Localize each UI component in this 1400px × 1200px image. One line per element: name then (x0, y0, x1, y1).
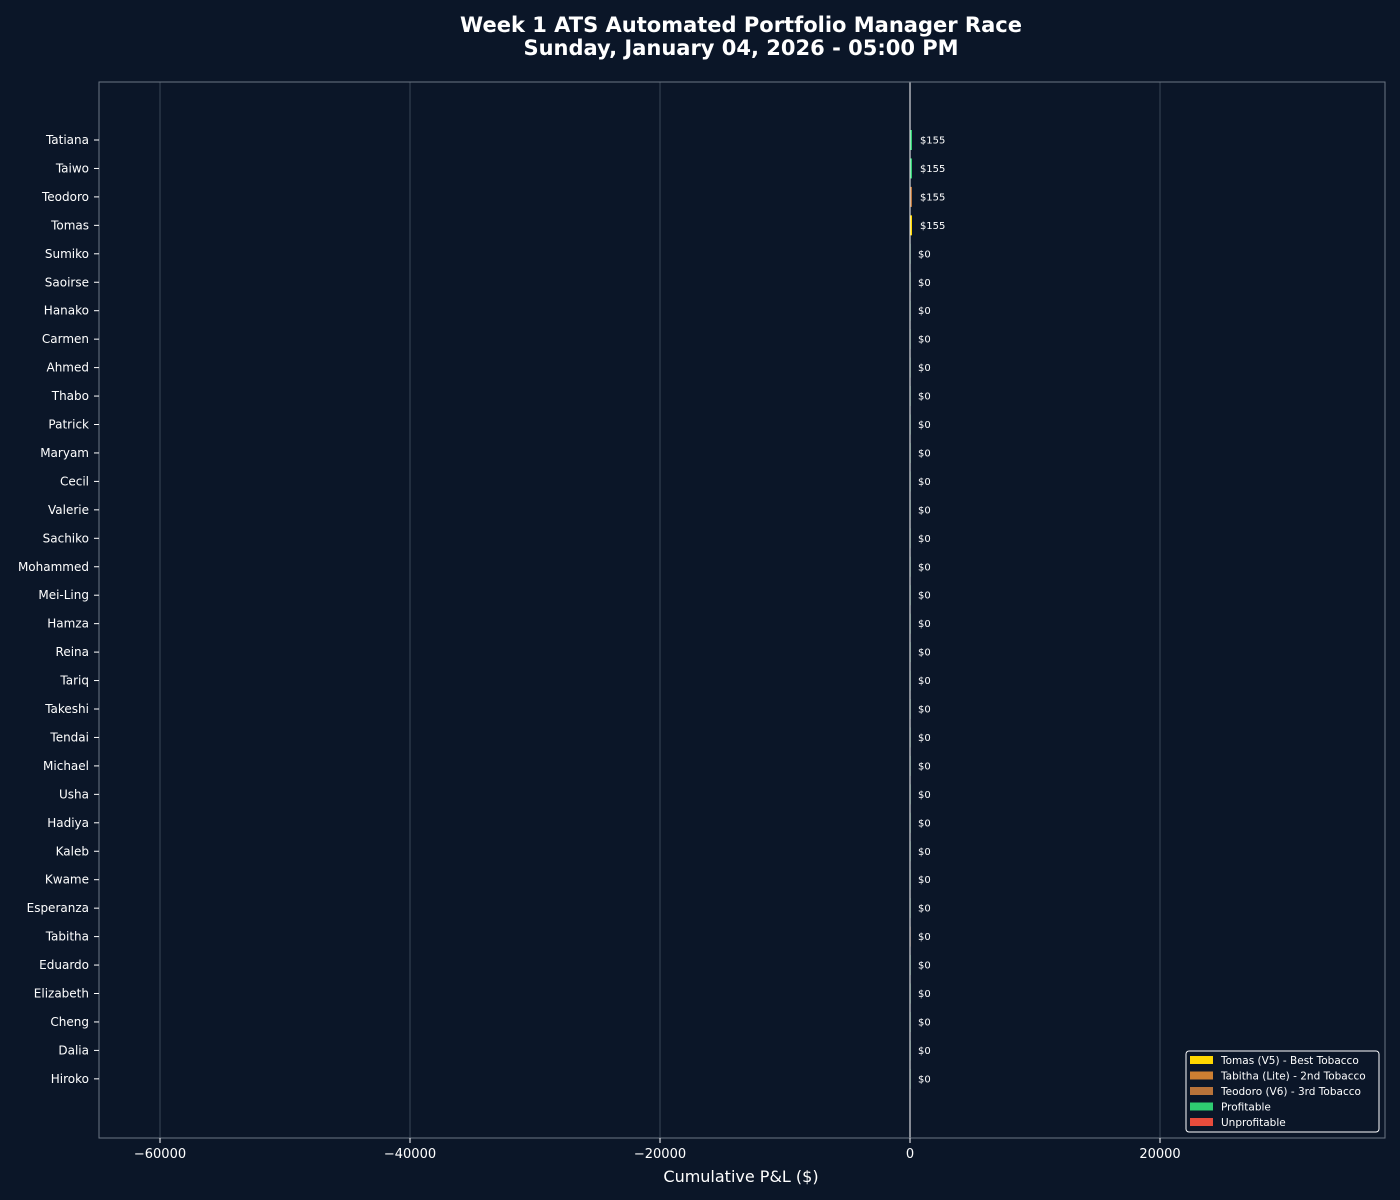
value-label-kaleb: $0 (918, 847, 931, 858)
value-label-eduardo: $0 (918, 961, 931, 972)
value-label-tariq: $0 (918, 676, 931, 687)
value-label-tabitha: $0 (918, 932, 931, 943)
y-label-kwame: Kwame (45, 873, 89, 887)
y-label-kaleb: Kaleb (56, 844, 89, 858)
legend-swatch-4 (1190, 1118, 1213, 1126)
value-label-hadiya: $0 (918, 818, 931, 829)
y-label-ahmed: Ahmed (46, 361, 89, 375)
legend-swatch-3 (1190, 1102, 1213, 1111)
value-label-elizabeth: $0 (918, 989, 931, 1000)
bar-tomas (910, 215, 912, 236)
chart-title: Week 1 ATS Automated Portfolio Manager R… (460, 13, 1022, 37)
value-label-patrick: $0 (918, 420, 931, 431)
y-label-sachiko: Sachiko (43, 531, 89, 545)
legend-box (1185, 1050, 1380, 1133)
y-label-tomas: Tomas (50, 218, 89, 232)
value-label-kwame: $0 (918, 875, 931, 886)
y-label-maryam: Maryam (40, 446, 89, 460)
legend-label-2: Teodoro (V6) - 3rd Tobacco (1220, 1086, 1361, 1098)
bar-teodoro (910, 186, 912, 207)
y-label-patrick: Patrick (48, 418, 89, 432)
value-label-teodoro: $155 (920, 192, 945, 203)
y-label-hiroko: Hiroko (51, 1072, 89, 1086)
value-label-thabo: $0 (918, 392, 931, 403)
y-label-elizabeth: Elizabeth (34, 987, 89, 1001)
y-label-thabo: Thabo (51, 389, 89, 403)
y-label-hadiya: Hadiya (47, 816, 89, 830)
bar-tatiana (910, 130, 912, 150)
y-label-valerie: Valerie (48, 503, 89, 517)
y-label-eduardo: Eduardo (39, 958, 89, 972)
plot-frame (98, 81, 1386, 1139)
x-tick-label: −20000 (634, 1147, 686, 1162)
chart-subtitle: Sunday, January 04, 2026 - 05:00 PM (523, 36, 958, 60)
legend-label-4: Unprofitable (1221, 1117, 1286, 1129)
value-label-usha: $0 (918, 790, 931, 801)
x-tick-label: −60000 (134, 1147, 186, 1162)
value-label-esperanza: $0 (918, 904, 931, 915)
legend-label-1: Tabitha (Lite) - 2nd Tobacco (1220, 1071, 1366, 1083)
value-label-tatiana: $155 (920, 136, 945, 147)
y-label-cheng: Cheng (50, 1015, 89, 1029)
value-label-hamza: $0 (918, 619, 931, 630)
y-label-saoirse: Saoirse (45, 275, 89, 289)
y-label-esperanza: Esperanza (27, 901, 89, 915)
y-label-hamza: Hamza (47, 617, 89, 631)
value-label-hiroko: $0 (918, 1074, 931, 1085)
x-tick-label: 20000 (1139, 1147, 1180, 1162)
value-label-taiwo: $155 (920, 164, 945, 175)
x-axis-title: Cumulative P&L ($) (663, 1167, 818, 1186)
y-label-cecil: Cecil (60, 474, 89, 488)
value-label-tendai: $0 (918, 733, 931, 744)
value-labels: $155 $155 $155 $155 $0 $0 $0 $0 $0 $0 $0 $0 $0 $0 $0 $0… (918, 136, 945, 1086)
value-label-reina: $0 (918, 648, 931, 659)
value-label-mohammed: $0 (918, 562, 931, 573)
y-label-tendai: Tendai (49, 730, 89, 744)
legend-swatch-1 (1190, 1071, 1213, 1080)
value-label-mei-ling: $0 (918, 591, 931, 602)
value-label-saoirse: $0 (918, 278, 931, 289)
y-axis-labels: Tatiana Taiwo Teodoro Tomas Sumiko Saoirse Han… (18, 133, 99, 1086)
y-label-dalia: Dalia (58, 1043, 89, 1057)
y-label-takeshi: Takeshi (44, 702, 89, 716)
y-label-sumiko: Sumiko (45, 247, 89, 261)
y-label-carmen: Carmen (42, 332, 89, 346)
y-label-taiwo: Taiwo (55, 161, 89, 175)
bar-taiwo (910, 158, 912, 179)
value-label-tomas: $155 (920, 221, 945, 232)
y-label-tatiana: Tatiana (45, 133, 89, 147)
value-label-dalia: $0 (918, 1046, 931, 1057)
y-label-michael: Michael (43, 759, 89, 773)
y-label-mohammed: Mohammed (18, 560, 89, 574)
value-label-maryam: $0 (918, 448, 931, 459)
y-label-tabitha: Tabitha (45, 930, 89, 944)
legend-label-0: Tomas (V5) - Best Tobacco (1220, 1055, 1359, 1067)
value-label-michael: $0 (918, 761, 931, 772)
legend-swatch-0 (1190, 1056, 1213, 1064)
y-label-hanako: Hanako (44, 304, 89, 318)
grid-lines (159, 82, 1161, 1138)
y-label-mei-ling: Mei-Ling (38, 588, 89, 602)
legend-swatch-2 (1190, 1087, 1213, 1095)
value-label-carmen: $0 (918, 335, 931, 346)
value-label-ahmed: $0 (918, 363, 931, 374)
legend-label-3: Profitable (1221, 1102, 1271, 1114)
value-label-cecil: $0 (918, 477, 931, 488)
value-label-sachiko: $0 (918, 534, 931, 545)
y-label-teodoro: Teodoro (41, 190, 89, 204)
legend: Tomas (V5) - Best Tobacco Tabitha (Lite) … (1185, 1050, 1380, 1133)
value-label-cheng: $0 (918, 1017, 931, 1028)
x-axis-ticks: −60000 −40000 −20000 0 20000 (134, 1138, 1181, 1162)
value-label-takeshi: $0 (918, 705, 931, 716)
y-label-reina: Reina (56, 645, 89, 659)
value-label-sumiko: $0 (918, 249, 931, 260)
value-label-hanako: $0 (918, 306, 931, 317)
y-label-tariq: Tariq (59, 674, 89, 688)
x-tick-label: 0 (906, 1147, 914, 1162)
value-label-valerie: $0 (918, 505, 931, 516)
y-label-usha: Usha (59, 787, 89, 801)
x-tick-label: −40000 (384, 1147, 436, 1162)
